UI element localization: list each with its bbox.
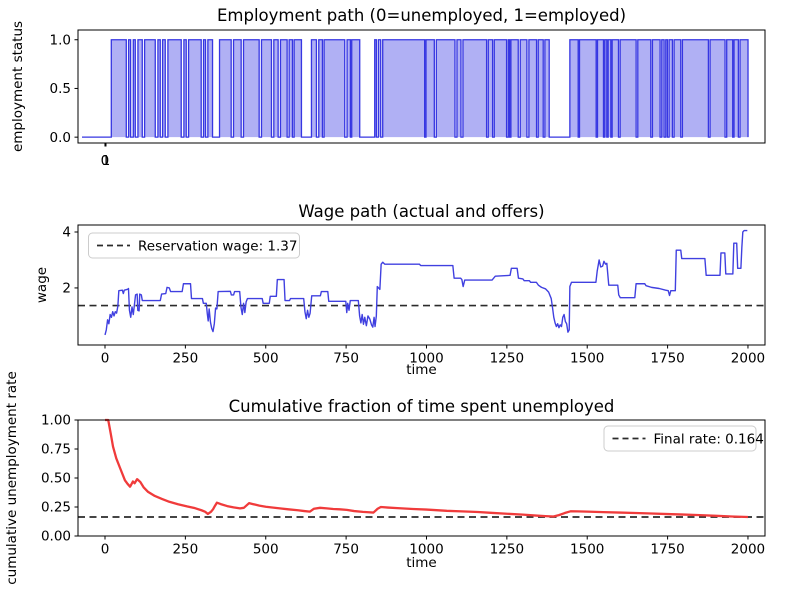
x-tick-label: 750 (333, 542, 359, 558)
x-tick-label: 2000 (731, 542, 765, 558)
wage-title: Wage path (actual and offers) (298, 202, 544, 221)
x-tick-label: 1250 (490, 542, 524, 558)
wage-ylabel: wage (34, 267, 50, 303)
wage-legend-label: Reservation wage: 1.37 (138, 238, 297, 254)
x-tick-label: 1500 (570, 351, 604, 367)
cumulative-title: Cumulative fraction of time spent unempl… (229, 397, 615, 416)
axes-spines (77, 29, 766, 144)
cumulative-legend: Final rate: 0.164 (603, 425, 764, 452)
employment-step-line (82, 39, 749, 138)
wage-legend: Reservation wage: 1.37 (88, 232, 300, 259)
x-tick-label: 0 (101, 153, 110, 169)
wage-xlabel: time (406, 362, 437, 378)
y-tick-label: 1.0 (50, 32, 71, 48)
y-tick-label: 0.5 (50, 81, 71, 97)
y-tick-label: 0.75 (41, 442, 71, 458)
x-tick-label: 1750 (650, 542, 684, 558)
legend-box (88, 232, 300, 259)
axes-spines (77, 224, 766, 346)
employment-title: Employment path (0=unemployed, 1=employe… (217, 6, 626, 25)
legend-box (603, 425, 757, 452)
x-tick-label: 1250 (490, 351, 524, 367)
x-tick-label: 1500 (570, 542, 604, 558)
y-tick-label: 0.0 (50, 130, 71, 146)
employment-axes: 0.0 0.5 1.0 01 (50, 29, 766, 169)
cumulative-axes: 0.00 0.25 0.50 0.75 1.00 0 250 500 750 1000 1250 15… (41, 413, 766, 558)
y-tick-label: 2 (62, 281, 71, 297)
cumulative-ylabel: cumulative unemployment rate (4, 371, 20, 585)
employment-ylabel: employment status (10, 21, 26, 152)
cumulative-legend-label: Final rate: 0.164 (654, 431, 764, 447)
x-tick-label: 0 (101, 542, 110, 558)
y-tick-label: 0.00 (41, 529, 71, 545)
y-tick-label: 0.50 (41, 471, 71, 487)
x-tick-label: 0 (101, 351, 110, 367)
x-tick-label: 1750 (650, 351, 684, 367)
x-tick-label: 750 (333, 351, 359, 367)
cumulative-unemployment-line (105, 418, 748, 519)
x-tick-label: 2000 (731, 351, 765, 367)
x-tick-label: 1000 (409, 542, 443, 558)
x-tick-label: 250 (172, 351, 198, 367)
x-tick-label: 250 (172, 542, 198, 558)
x-tick-label: 1000 (409, 351, 443, 367)
wage-line (104, 229, 748, 336)
x-tick-label: 500 (253, 542, 279, 558)
y-tick-label: 0.25 (41, 500, 71, 516)
cumulative-xlabel: time (406, 555, 437, 571)
employment-area-fill (82, 39, 749, 138)
x-tick-label: 500 (253, 351, 279, 367)
y-tick-label: 4 (62, 225, 71, 241)
x-tick-label: 1 (102, 153, 111, 169)
y-tick-label: 1.00 (41, 413, 71, 429)
wage-axes: 2 4 0 250 500 750 1000 1250 1500 1750 2000 (62, 224, 766, 367)
